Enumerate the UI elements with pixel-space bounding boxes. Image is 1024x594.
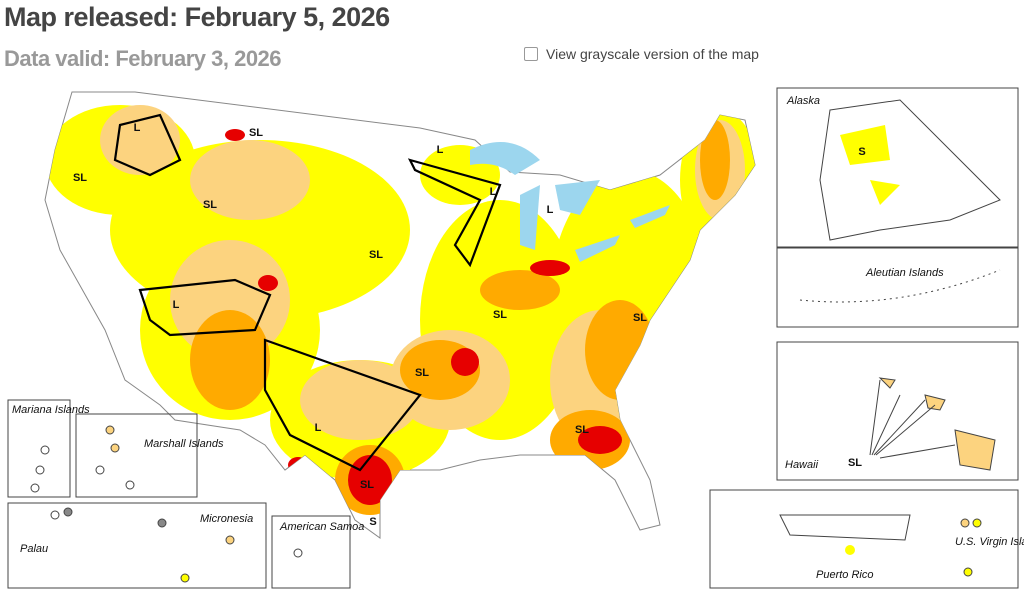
inset-label: Marshall Islands [144,438,224,450]
drought-label: SL [73,172,87,184]
drought-label: L [315,422,322,434]
drought-label: S [858,146,865,158]
inset-label: Alaska [786,95,820,107]
drought-label: L [547,204,554,216]
inset-label: Puerto Rico [816,569,873,581]
map-labels: L SL SL SL L L L SL L SL SL SL L SL S SL S SL [73,122,866,528]
insets [7,87,1019,589]
drought-label: SL [633,312,647,324]
checkbox[interactable] [524,47,538,61]
inset-label: U.S. Virgin Islands [955,536,1024,548]
drought-label: SL [493,309,507,321]
inset-label: Palau [20,543,48,555]
drought-label: SL [369,249,383,261]
drought-label: SL [415,367,429,379]
drought-label: SL [203,199,217,211]
grayscale-toggle[interactable]: View grayscale version of the map [524,46,759,62]
drought-label: L [437,144,444,156]
inset-label: Aleutian Islands [865,267,944,279]
grayscale-label[interactable]: View grayscale version of the map [546,46,759,62]
drought-label: L [134,122,141,134]
drought-label: L [173,299,180,311]
drought-label: SL [848,457,862,469]
subtitle: Data valid: February 3, 2026 [4,46,282,71]
drought-label: SL [575,424,589,436]
title: Map released: February 5, 2026 [4,2,390,32]
inset-label: American Samoa [279,521,364,533]
inset-label: Mariana Islands [12,404,90,416]
drought-label: L [490,186,497,198]
drought-label: SL [360,479,374,491]
drought-label: SL [249,127,263,139]
drought-label: S [369,516,376,528]
conus [44,91,756,539]
inset-label: Micronesia [200,513,253,525]
inset-label: Hawaii [785,459,819,471]
